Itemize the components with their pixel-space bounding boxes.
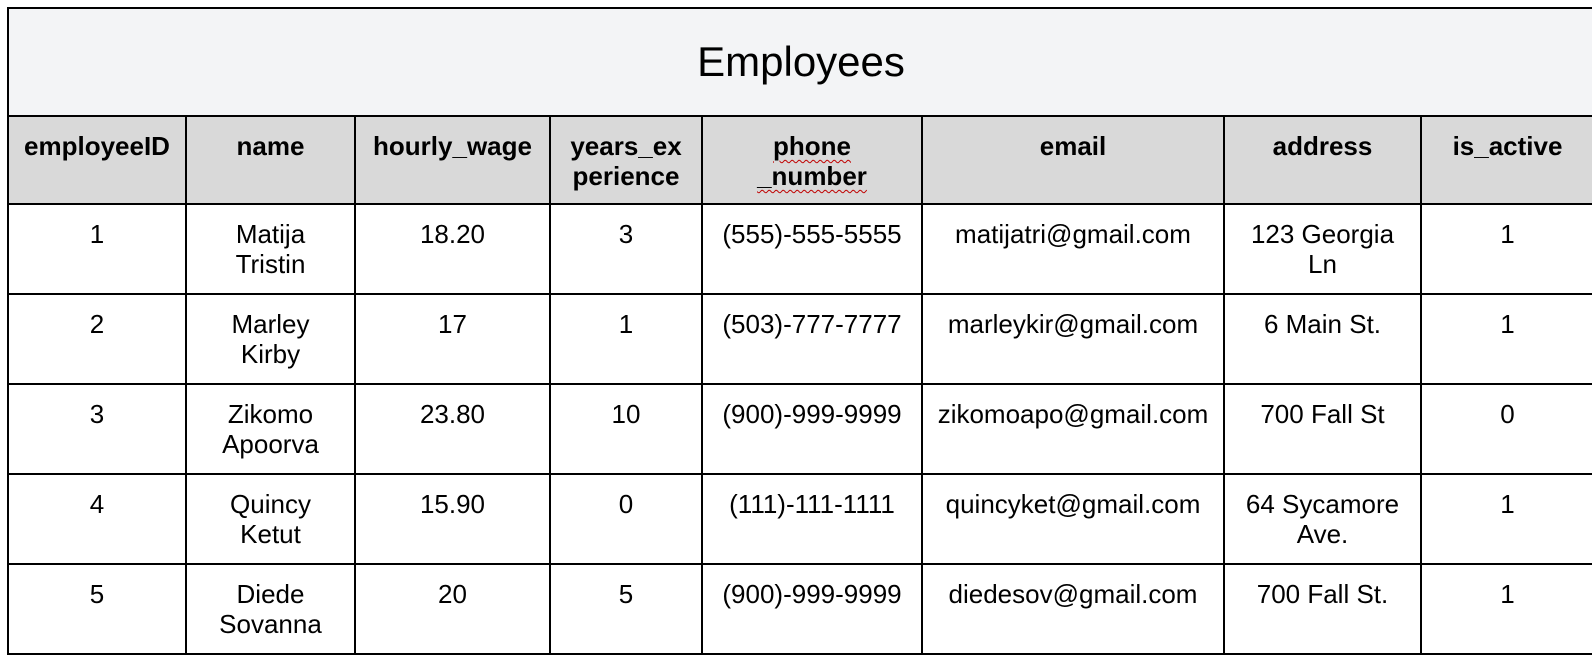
cell-name-text: Quincy Ketut (230, 489, 311, 549)
title-row: Employees (6, 7, 1592, 117)
cell-address: 6 Main St. (1223, 293, 1422, 385)
column-header-phone-number: phone _number (701, 115, 923, 205)
column-header-label: address (1272, 131, 1373, 161)
cell-employee-id: 5 (7, 563, 187, 655)
table-row: 4 Quincy Ketut 15.90 0 (111)-111-1111 qu… (7, 473, 1592, 565)
cell-hourly-wage: 18.20 (354, 203, 551, 295)
cell-phone-number: (555)-555-5555 (701, 203, 923, 295)
cell-name-text: Diede Sovanna (219, 579, 322, 639)
cell-phone-number: (111)-111-1111 (701, 473, 923, 565)
cell-address-text: 6 Main St. (1263, 309, 1382, 339)
cell-is-active: 1 (1419, 203, 1592, 295)
cell-address-text: 64 Sycamore Ave. (1245, 489, 1400, 549)
cell-address-text: 700 Fall St (1260, 399, 1385, 429)
column-header-label: hourly_wage (373, 131, 532, 161)
column-header-label: name (236, 131, 305, 161)
cell-hourly-wage: 15.90 (354, 473, 551, 565)
cell-name: Zikomo Apoorva (185, 383, 356, 475)
cell-address-text: 700 Fall St. (1256, 579, 1389, 609)
cell-is-active: 1 (1419, 473, 1592, 565)
column-header-employee-id: employeeID (7, 115, 187, 205)
cell-email: diedesov@gmail.com (921, 563, 1225, 655)
cell-name: Quincy Ketut (185, 473, 356, 565)
cell-address-text: 123 Georgia Ln (1250, 219, 1395, 279)
column-header-label: years_ex perience (570, 131, 682, 191)
cell-address: 123 Georgia Ln (1223, 203, 1422, 295)
cell-name-text: Zikomo Apoorva (222, 399, 319, 459)
cell-employee-id: 1 (7, 203, 187, 295)
column-header-email: email (921, 115, 1225, 205)
column-header-label: email (1039, 131, 1107, 161)
cell-name: Diede Sovanna (185, 563, 356, 655)
cell-name-text: Matija Tristin (235, 219, 306, 279)
column-header-label: employeeID (24, 131, 170, 161)
cell-years-experience: 0 (549, 473, 703, 565)
column-header-is-active: is_active (1419, 115, 1592, 205)
cell-is-active: 0 (1419, 383, 1592, 475)
cell-is-active: 1 (1419, 293, 1592, 385)
cell-employee-id: 3 (7, 383, 187, 475)
cell-years-experience: 10 (549, 383, 703, 475)
column-header-name: name (185, 115, 356, 205)
cell-hourly-wage: 17 (354, 293, 551, 385)
column-header-years-experience: years_ex perience (549, 115, 703, 205)
cell-hourly-wage: 20 (354, 563, 551, 655)
table-row: 2 Marley Kirby 17 1 (503)-777-7777 marle… (7, 293, 1592, 385)
cell-address: 700 Fall St (1223, 383, 1422, 475)
cell-years-experience: 5 (549, 563, 703, 655)
cell-phone-number: (503)-777-7777 (701, 293, 923, 385)
employees-table-container: Employees employeeID name hourly_wage ye… (6, 7, 1592, 655)
cell-address: 700 Fall St. (1223, 563, 1422, 655)
cell-address: 64 Sycamore Ave. (1223, 473, 1422, 565)
cell-name: Matija Tristin (185, 203, 356, 295)
cell-years-experience: 3 (549, 203, 703, 295)
cell-is-active: 1 (1419, 563, 1592, 655)
cell-hourly-wage: 23.80 (354, 383, 551, 475)
column-header-address: address (1223, 115, 1422, 205)
cell-employee-id: 2 (7, 293, 187, 385)
column-header-label: phone _number (757, 131, 867, 191)
employees-table: Employees employeeID name hourly_wage ye… (6, 7, 1592, 655)
cell-phone-number: (900)-999-9999 (701, 563, 923, 655)
table-row: 5 Diede Sovanna 20 5 (900)-999-9999 died… (7, 563, 1592, 655)
cell-name: Marley Kirby (185, 293, 356, 385)
cell-phone-number: (900)-999-9999 (701, 383, 923, 475)
table-row: 1 Matija Tristin 18.20 3 (555)-555-5555 … (7, 203, 1592, 295)
cell-email: quincyket@gmail.com (921, 473, 1225, 565)
table-title: Employees (6, 7, 1592, 117)
cell-years-experience: 1 (549, 293, 703, 385)
header-row: employeeID name hourly_wage years_ex per… (7, 115, 1592, 205)
column-header-label: is_active (1452, 131, 1563, 161)
cell-email: marleykir@gmail.com (921, 293, 1225, 385)
column-header-hourly-wage: hourly_wage (354, 115, 551, 205)
table-row: 3 Zikomo Apoorva 23.80 10 (900)-999-9999… (7, 383, 1592, 475)
cell-email: matijatri@gmail.com (921, 203, 1225, 295)
cell-email: zikomoapo@gmail.com (921, 383, 1225, 475)
cell-employee-id: 4 (7, 473, 187, 565)
cell-name-text: Marley Kirby (231, 309, 310, 369)
